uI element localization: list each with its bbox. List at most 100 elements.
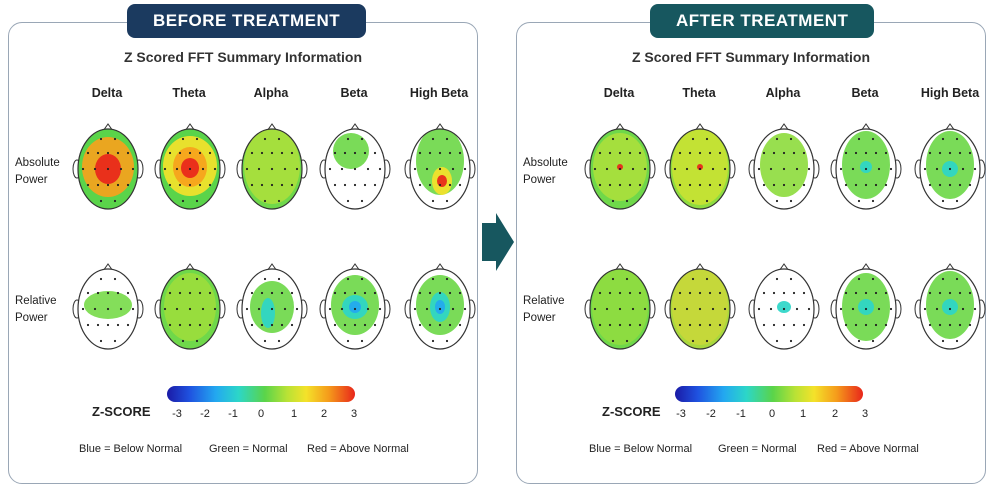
electrode-dot [705,277,709,281]
topomap-relative-alpha [748,261,820,353]
electrode-dot [854,323,858,327]
electrode-dot [113,199,117,203]
electrode-dot [775,277,779,281]
electrode-dot [126,291,130,295]
electrode-dot [688,183,692,187]
head-outline [409,128,471,210]
head-outline [753,268,815,350]
electrode-dot [290,183,294,187]
electrode-dot [178,151,182,155]
electrode-dot [181,137,185,141]
electrode-dot [718,183,722,187]
legend-above-normal: Red = Above Normal [817,443,919,455]
electrode-dot [353,307,357,311]
electrode-dot [168,151,172,155]
electrode-dot [802,323,806,327]
electrode-dot [708,323,712,327]
electrode-dot [928,151,932,155]
electrode-dot [116,151,120,155]
electrode-dot [935,167,939,171]
electrode-dot [418,151,422,155]
electrode-dot [628,183,632,187]
electrode-dot [673,167,677,171]
electrode-dot [195,137,199,141]
electrode-dot [688,151,692,155]
head-outline [77,268,139,350]
electrode-dot [789,339,793,343]
electrode-dot [691,277,695,281]
electrode-dot [844,183,848,187]
electrode-dot [445,339,449,343]
electrode-dot [195,339,199,343]
electrode-dot [438,183,442,187]
electrode-dot [688,323,692,327]
electrode-dot [605,167,609,171]
electrode-dot [263,137,267,141]
head-outline [159,268,221,350]
electrode-dot [854,291,858,295]
electrode-dot [270,167,274,171]
electrode-dot [86,151,90,155]
electrode-dot [328,167,332,171]
activation-region [858,299,874,315]
electrode-dot [451,307,455,311]
z-score-label: Z-SCORE [602,404,661,419]
topomap-absolute-alpha [748,121,820,213]
electrode-dot [113,277,117,281]
electrode-dot [178,291,182,295]
electrode-dot [260,291,264,295]
electrode-dot [643,167,647,171]
electrode-dot [418,323,422,327]
electrode-dot [871,277,875,281]
electrode-dot [181,339,185,343]
head-outline [241,268,303,350]
electrode-dot [608,151,612,155]
electrode-dot [605,307,609,311]
electrode-dot [958,151,962,155]
electrode-dot [593,307,597,311]
electrode-dot [839,307,843,311]
electrode-dot [698,151,702,155]
electrode-dot [208,291,212,295]
electrode-dot [593,167,597,171]
electrode-dot [631,167,635,171]
electrode-dot [625,339,629,343]
electrode-dot [874,323,878,327]
electrode-dot [86,323,90,327]
electrode-dot [126,323,130,327]
electrode-dot [106,167,110,171]
electrode-dot [769,307,773,311]
electrode-dot [884,183,888,187]
electrode-dot [857,137,861,141]
z-score-color-scale [167,386,355,402]
electrode-dot [782,151,786,155]
electrode-dot [968,151,972,155]
electrode-dot [618,167,622,171]
electrode-dot [928,323,932,327]
electrode-dot [638,151,642,155]
electrode-dot [958,183,962,187]
electrode-dot [106,307,110,311]
electrode-dot [245,307,249,311]
electrode-dot [340,167,344,171]
electrode-dot [458,323,462,327]
electrode-dot [260,323,264,327]
activation-region [672,269,728,345]
electrode-dot [280,323,284,327]
electrode-dot [807,167,811,171]
electrode-dot [638,291,642,295]
electrode-dot [691,339,695,343]
electrode-dot [96,323,100,327]
z-tick: -3 [172,408,182,420]
electrode-dot [844,151,848,155]
electrode-dot [802,151,806,155]
activation-region [416,129,464,195]
electrode-dot [363,151,367,155]
z-tick: 2 [320,408,328,420]
legend-normal: Green = Normal [209,443,288,455]
electrode-dot [698,167,702,171]
electrode-dot [928,183,932,187]
electrode-dot [782,323,786,327]
electrode-dot [438,167,442,171]
electrode-dot [463,307,467,311]
